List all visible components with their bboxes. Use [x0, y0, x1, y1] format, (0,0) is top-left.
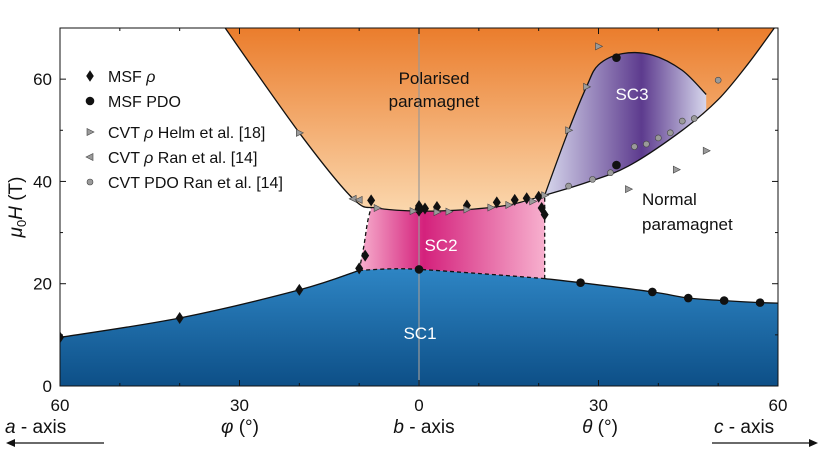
data-point-small-circle: [666, 129, 674, 137]
data-point-small-circle: [655, 134, 662, 142]
legend-marker-small-circle: [86, 178, 94, 186]
c-axis-arrow: [712, 439, 818, 447]
sc3-label: SC3: [615, 85, 648, 104]
legend-label: CVT ρ Ran et al. [14]: [108, 150, 257, 167]
legend-marker-diamond: [86, 70, 94, 82]
sc2-region: [359, 197, 545, 279]
data-point-tri-right: [445, 207, 454, 216]
data-point-tri-right: [373, 204, 382, 213]
data-point-diamond: [355, 262, 364, 275]
data-point-tri-right: [505, 200, 514, 209]
sc2-label: SC2: [424, 236, 457, 255]
data-markers: [60, 42, 765, 344]
data-point-diamond: [510, 193, 519, 206]
data-point-small-circle: [631, 143, 638, 150]
data-point-tri-right: [702, 146, 711, 155]
polarised-label-line2: paramagnet: [389, 92, 480, 111]
phi-axis-label: φ (°): [221, 417, 259, 438]
polarised-label-line1: Polarised: [399, 69, 470, 88]
data-point-tri-left: [348, 194, 357, 203]
normal-label-line1: Normal: [642, 190, 697, 209]
sc2-left-boundary: [358, 207, 372, 271]
legend-label: CVT ρ Helm et al. [18]: [108, 125, 265, 142]
legend-label: CVT PDO Ran et al. [14]: [108, 175, 283, 192]
a-axis-arrow: [6, 439, 104, 447]
data-point-circle: [648, 287, 657, 297]
data-point-small-circle: [678, 117, 686, 125]
sc1-label: SC1: [403, 324, 436, 343]
normal-label-line2: paramagnet: [642, 215, 733, 234]
x-tick-label: 60: [51, 396, 70, 415]
data-point-diamond: [492, 196, 501, 209]
x-tick-label: 60: [769, 396, 788, 415]
data-point-diamond: [420, 202, 429, 215]
legend-marker-circle: [85, 96, 95, 106]
data-point-tri-right: [595, 42, 604, 51]
data-point-diamond: [175, 311, 184, 324]
legend-label: MSF ρ: [108, 69, 155, 86]
data-point-small-circle: [589, 176, 596, 183]
data-point-tri-right: [529, 197, 538, 206]
legend-marker-tri-right: [86, 128, 95, 136]
data-point-diamond: [534, 190, 543, 203]
theta-axis-label: θ (°): [582, 417, 618, 438]
y-tick-label: 20: [33, 275, 52, 294]
legend-label: MSF PDO: [108, 94, 181, 111]
b-axis-label: b - axis: [393, 417, 454, 438]
data-point-tri-right: [625, 185, 634, 194]
data-point-circle: [755, 298, 765, 307]
data-point-diamond: [367, 194, 376, 207]
data-point-circle: [414, 265, 424, 274]
data-point-tri-right: [565, 126, 574, 135]
data-point-tri-right: [463, 205, 472, 214]
data-point-diamond: [295, 283, 304, 296]
c-axis-label: c - axis: [714, 417, 774, 438]
x-tick-label: 30: [589, 396, 608, 415]
data-point-tri-right: [296, 128, 305, 137]
data-point-tri-right: [672, 165, 681, 174]
data-point-circle: [612, 160, 621, 170]
x-tick-label: 0: [414, 396, 423, 415]
data-point-circle: [683, 293, 693, 303]
data-point-tri-right: [541, 191, 550, 200]
y-tick-label: 0: [43, 377, 52, 396]
data-point-small-circle: [690, 115, 698, 122]
data-point-small-circle: [607, 169, 614, 177]
y-axis-label: μ0H (T): [6, 177, 29, 239]
data-point-tri-right: [487, 203, 496, 212]
a-axis-label: a - axis: [5, 417, 66, 438]
x-tick-label: 30: [230, 396, 249, 415]
axis-ticks: 0 20 40 60 60 30 0 30 60: [33, 28, 787, 415]
data-point-circle: [612, 53, 621, 62]
data-point-circle: [719, 296, 729, 305]
y-tick-label: 40: [33, 172, 52, 191]
data-point-circle: [576, 278, 585, 287]
data-point-tri-right: [433, 208, 442, 217]
data-point-diamond: [361, 249, 370, 262]
data-point-tri-right: [583, 82, 592, 91]
sc3-region: [544, 52, 707, 196]
data-point-tri-right: [409, 207, 418, 216]
data-point-circle: [414, 205, 424, 214]
data-point-tri-left: [354, 195, 363, 204]
data-point-small-circle: [565, 182, 572, 190]
data-point-small-circle: [643, 140, 650, 148]
data-point-diamond: [540, 208, 549, 221]
y-tick-label: 60: [33, 70, 52, 89]
data-point-small-circle: [714, 76, 722, 84]
legend: MSF ρ MSF PDO CVT ρ Helm et al. [18] CVT ρ …: [85, 69, 283, 192]
data-point-diamond: [522, 192, 531, 205]
legend-marker-tri-left: [85, 153, 94, 161]
